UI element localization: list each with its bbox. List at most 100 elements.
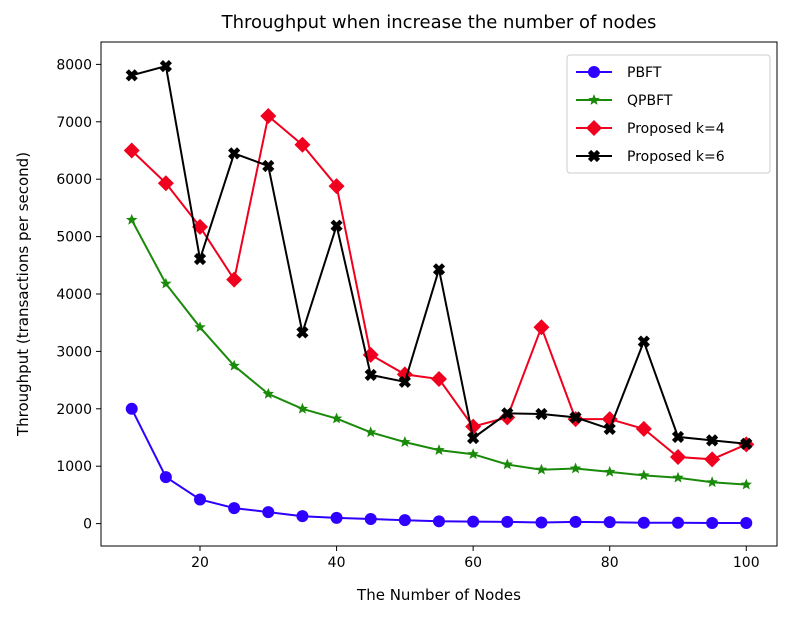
plot-frame bbox=[100, 41, 778, 547]
data-point bbox=[501, 515, 514, 528]
data-point bbox=[432, 263, 446, 276]
data-point bbox=[671, 516, 684, 529]
y-axis-label: Throughput (transactions per second) bbox=[14, 152, 32, 437]
legend-label: QPBFT bbox=[627, 93, 673, 109]
data-point bbox=[194, 321, 206, 333]
data-point bbox=[637, 516, 650, 529]
data-point bbox=[226, 271, 243, 288]
data-point bbox=[193, 252, 207, 266]
data-point bbox=[740, 437, 753, 450]
data-point bbox=[467, 515, 480, 528]
data-point bbox=[467, 448, 479, 459]
series-pbft bbox=[125, 402, 753, 530]
data-point bbox=[262, 159, 275, 173]
data-point bbox=[740, 478, 752, 490]
data-point bbox=[160, 277, 172, 289]
data-point bbox=[603, 422, 616, 435]
y-tick-label: 4000 bbox=[56, 287, 92, 303]
legend-entry: PBFT bbox=[576, 65, 662, 81]
series-line bbox=[130, 408, 747, 524]
series-proposed-k-6 bbox=[125, 60, 753, 450]
x-tick-label: 40 bbox=[328, 555, 346, 571]
legend: PBFT QPBFT Proposed k=4 Proposed k=6 bbox=[566, 54, 771, 174]
y-tick-label: 7000 bbox=[56, 115, 92, 131]
data-point bbox=[535, 516, 548, 529]
x-tick-label: 80 bbox=[601, 555, 619, 571]
data-point bbox=[431, 370, 447, 387]
y-tick-label: 3000 bbox=[56, 344, 92, 360]
data-point bbox=[228, 147, 241, 160]
data-point bbox=[330, 412, 343, 424]
data-point bbox=[125, 69, 138, 82]
data-point bbox=[262, 506, 275, 519]
data-point bbox=[672, 471, 684, 483]
x-tick-label: 60 bbox=[464, 555, 482, 571]
data-point bbox=[296, 326, 309, 339]
x-tick-label: 100 bbox=[733, 555, 760, 571]
data-point bbox=[569, 411, 582, 424]
data-point bbox=[157, 175, 174, 192]
data-point bbox=[330, 511, 343, 524]
data-point bbox=[704, 451, 721, 468]
data-point bbox=[535, 463, 548, 475]
x-tick-label: 20 bbox=[191, 555, 209, 571]
legend-box bbox=[566, 54, 771, 174]
chart-title: Throughput when increase the number of n… bbox=[221, 12, 657, 33]
data-point bbox=[330, 219, 343, 232]
data-point bbox=[328, 178, 345, 195]
data-point bbox=[635, 420, 652, 437]
data-point bbox=[398, 375, 411, 388]
legend-label: Proposed k=6 bbox=[627, 149, 725, 165]
legend-entry: Proposed k=6 bbox=[576, 149, 725, 165]
legend-marker bbox=[586, 120, 602, 136]
data-point bbox=[533, 319, 550, 336]
legend-entry: QPBFT bbox=[576, 93, 673, 109]
data-point bbox=[126, 213, 138, 225]
data-point bbox=[638, 469, 650, 481]
data-point bbox=[706, 434, 719, 447]
data-point bbox=[637, 335, 650, 348]
legend-marker bbox=[587, 149, 601, 163]
legend-label: PBFT bbox=[627, 65, 662, 81]
data-point bbox=[671, 430, 685, 444]
y-tick-label: 6000 bbox=[56, 172, 92, 188]
data-point bbox=[433, 444, 445, 455]
legend-entry: Proposed k=4 bbox=[576, 120, 725, 137]
series-qpbft bbox=[126, 213, 752, 490]
data-point bbox=[125, 402, 138, 415]
data-point bbox=[123, 142, 140, 159]
data-point bbox=[669, 449, 686, 466]
data-point bbox=[260, 108, 277, 125]
data-point bbox=[194, 493, 207, 506]
y-tick-label: 0 bbox=[83, 517, 92, 533]
data-point bbox=[601, 411, 618, 428]
data-point bbox=[740, 517, 753, 530]
y-tick-label: 5000 bbox=[56, 230, 92, 246]
data-point bbox=[535, 407, 548, 421]
data-point bbox=[706, 517, 719, 530]
data-point bbox=[228, 359, 240, 371]
data-point bbox=[501, 458, 513, 470]
y-tick-label: 2000 bbox=[56, 402, 92, 418]
data-point bbox=[296, 510, 309, 523]
data-point bbox=[501, 407, 514, 420]
data-point bbox=[364, 368, 377, 382]
legend-marker bbox=[588, 66, 600, 78]
data-point bbox=[569, 462, 582, 474]
y-tick-label: 1000 bbox=[56, 459, 92, 475]
data-point bbox=[294, 136, 311, 153]
x-axis-label: The Number of Nodes bbox=[356, 586, 521, 604]
data-point bbox=[398, 514, 411, 527]
data-point bbox=[365, 426, 377, 438]
data-point bbox=[228, 502, 241, 515]
data-point bbox=[603, 516, 616, 529]
data-point bbox=[262, 387, 274, 399]
data-point bbox=[465, 418, 482, 435]
legend-label: Proposed k=4 bbox=[627, 121, 725, 137]
data-point bbox=[399, 436, 411, 447]
data-point bbox=[604, 465, 616, 477]
data-point bbox=[467, 431, 480, 445]
legend-marker bbox=[588, 94, 600, 105]
data-point bbox=[159, 471, 172, 484]
